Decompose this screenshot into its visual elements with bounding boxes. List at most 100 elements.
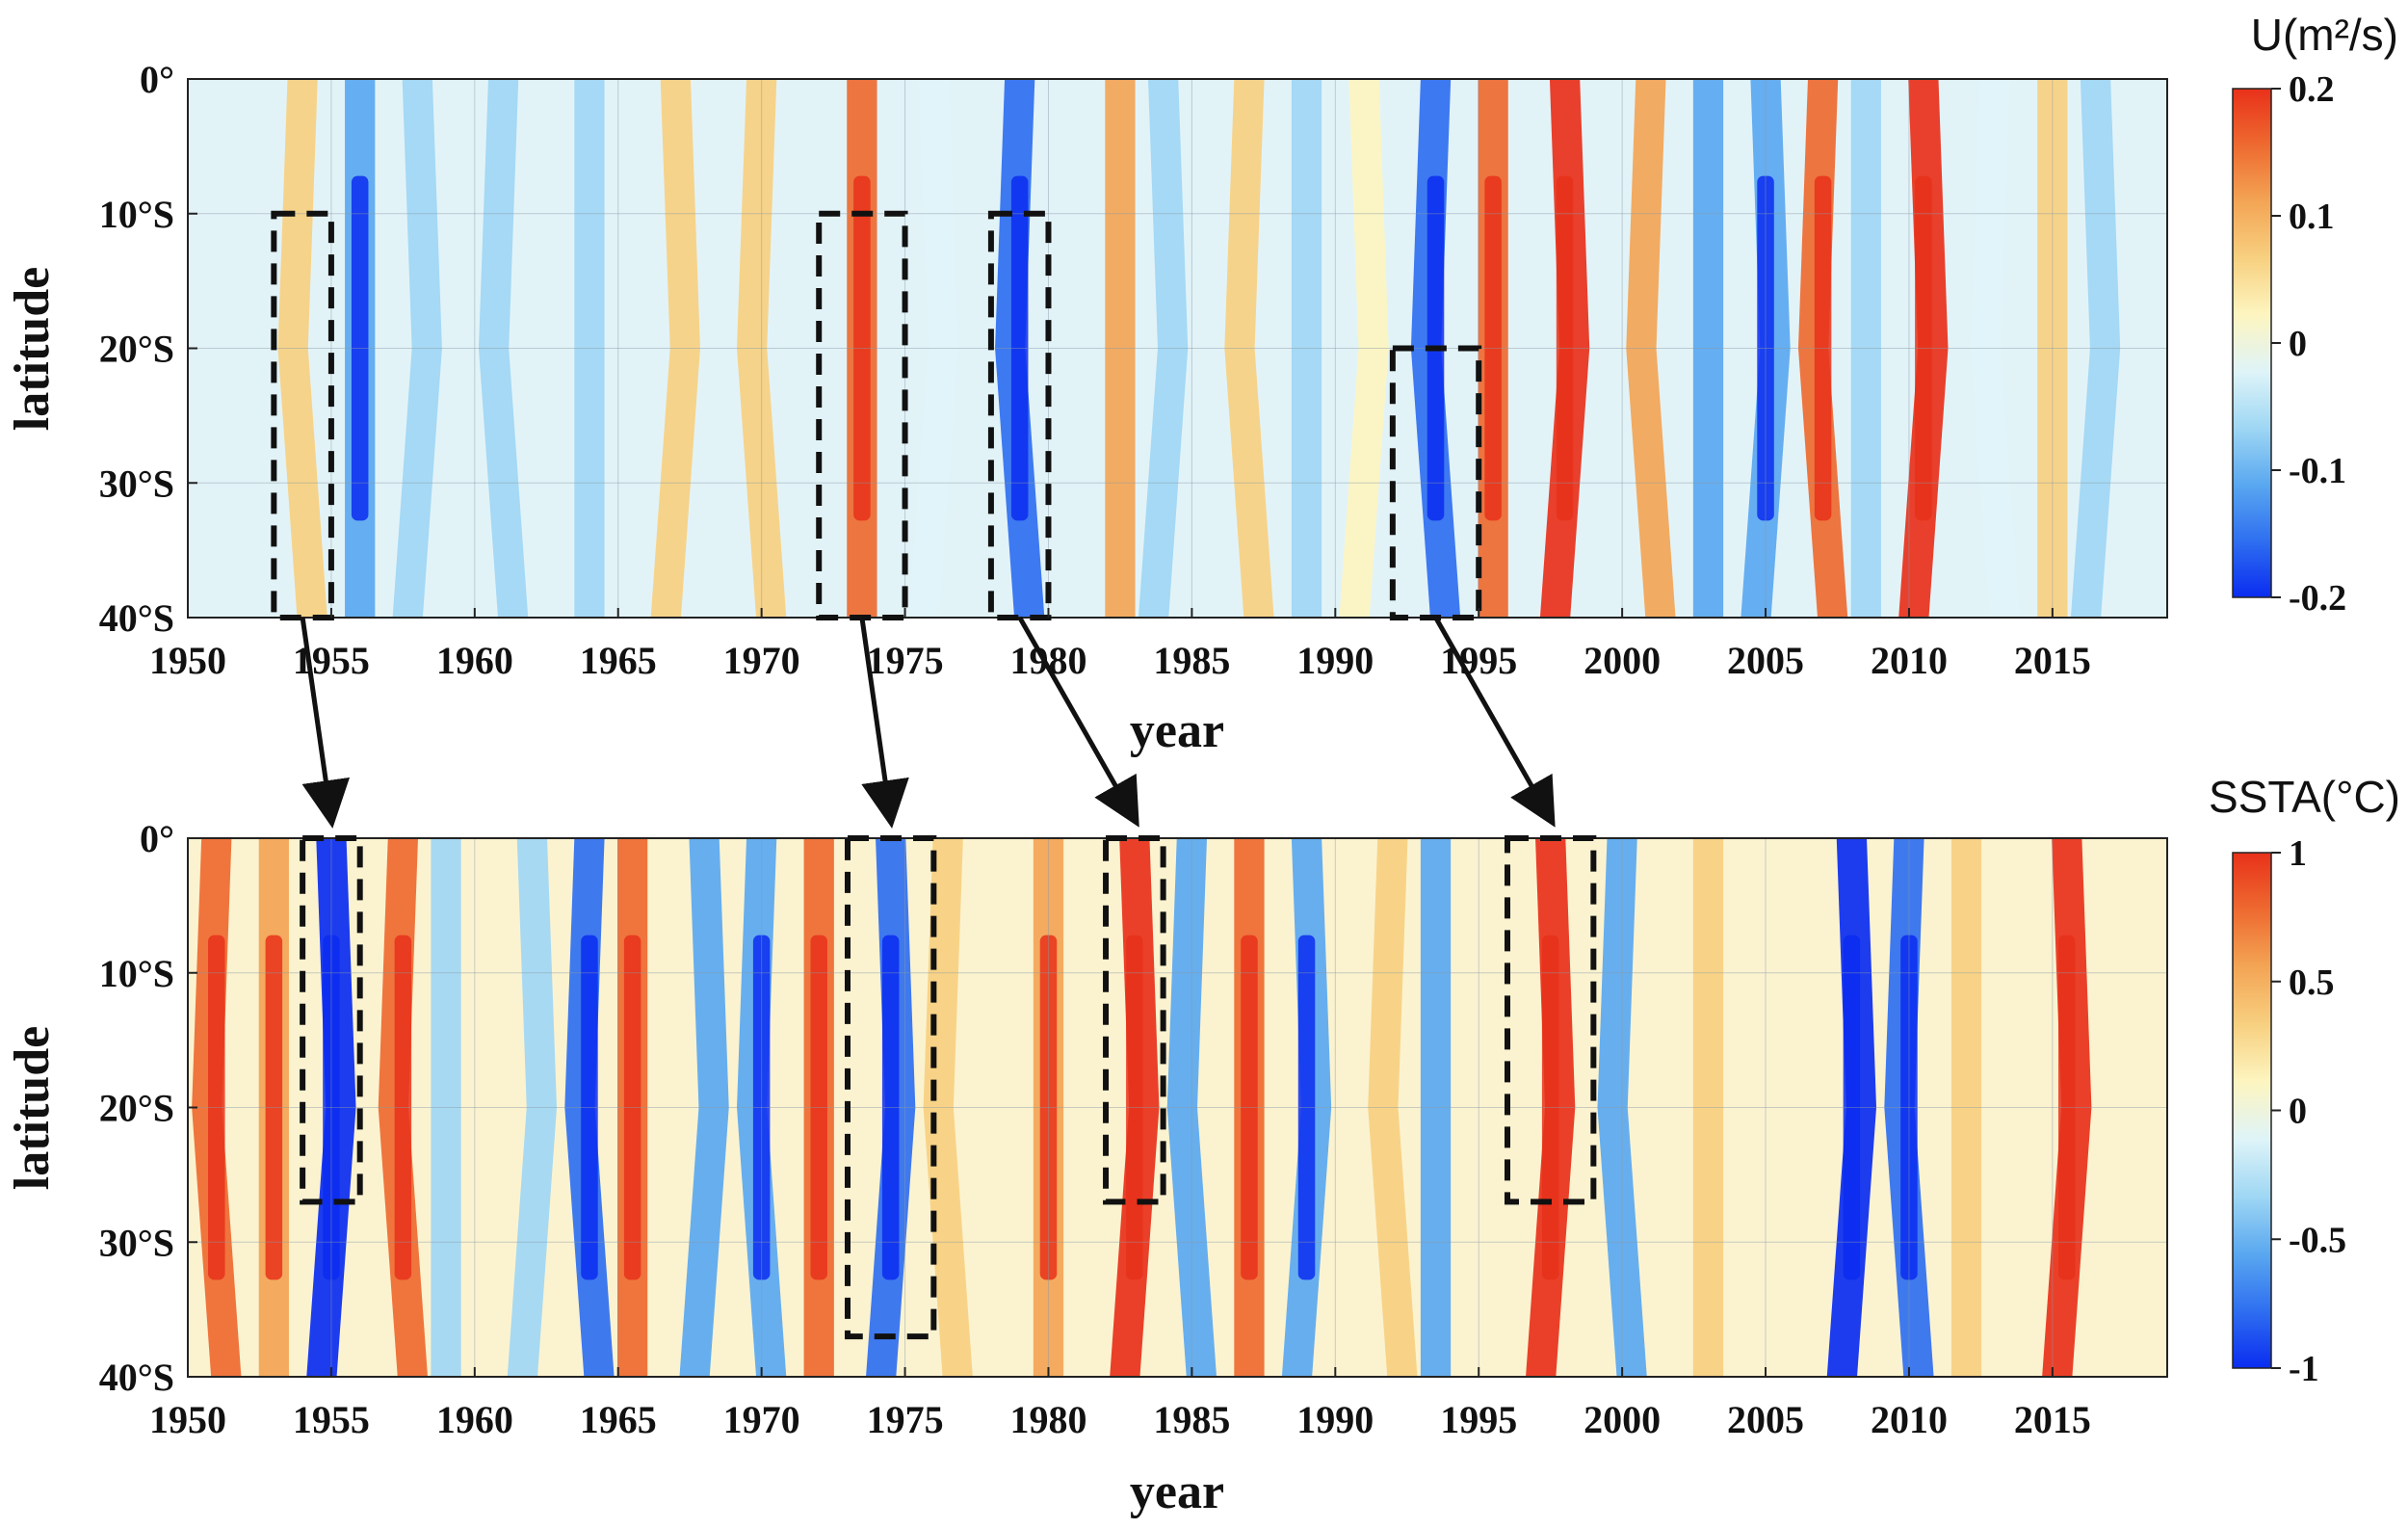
y-tick-label: 40°S: [99, 596, 174, 640]
x-tick-label: 2000: [1584, 639, 1661, 682]
heatmap-stripe: [1138, 79, 1189, 618]
heatmap-stripe-core: [2058, 935, 2076, 1280]
y-tick-label: 0°: [140, 817, 174, 860]
heatmap-stripe: [1105, 79, 1136, 618]
y-tick-label: 30°S: [99, 1221, 174, 1264]
heatmap-stripe: [478, 79, 529, 618]
bottom-panel: 1950 1955 1960 1965 1970 1975 1980 1985 1990 1995…: [5, 772, 2400, 1519]
y-tick-label: 20°S: [99, 1087, 174, 1130]
x-tick-label: 1990: [1296, 1398, 1374, 1441]
heatmap-stripe-core: [853, 175, 871, 521]
y-tick-label: 10°S: [99, 952, 174, 995]
heatmap-stripe: [1970, 79, 2020, 618]
event-box: [845, 835, 937, 1340]
heatmap-stripe: [1597, 838, 1647, 1377]
bottom-event-boxes: [300, 835, 1597, 1340]
connector-arrow: [300, 617, 351, 829]
connector-arrow: [859, 617, 909, 829]
x-tick-label: 1990: [1296, 639, 1374, 682]
bottom-x-ticks: 1950 1955 1960 1965 1970 1975 1980 1985 1990 1995…: [149, 1367, 2091, 1441]
bottom-colorbar: [2232, 852, 2272, 1369]
heatmap-stripe-core: [1556, 175, 1574, 521]
heatmap-stripe: [650, 79, 700, 618]
heatmap-stripe: [2070, 79, 2121, 618]
x-tick-label: 2015: [2014, 639, 2091, 682]
top-colorbar-title: U(m²/s): [2251, 10, 2398, 60]
heatmap-stripe: [431, 838, 461, 1377]
x-tick-label: 1985: [1153, 1398, 1230, 1441]
heatmap-stripe: [737, 79, 787, 618]
event-box: [1505, 835, 1597, 1205]
heatmap-stripe-core: [1039, 935, 1058, 1280]
heatmap-stripe-core: [752, 935, 771, 1280]
x-tick-label: 1965: [580, 1398, 657, 1441]
colorbar-tick-label: 0.1: [2289, 197, 2335, 237]
heatmap-stripe: [392, 79, 442, 618]
heatmap-stripe: [1368, 838, 1418, 1377]
heatmap-stripe: [1166, 838, 1217, 1377]
x-tick-label: 2010: [1871, 639, 1948, 682]
heatmap-stripe-core: [1900, 935, 1918, 1280]
y-tick-label: 0°: [140, 58, 174, 101]
heatmap-stripe-core: [394, 935, 412, 1280]
bottom-x-axis-label: year: [1130, 1464, 1224, 1519]
top-panel: 1950 1955 1960 1965 1970 1975 1980 1985 1990 1995…: [5, 10, 2398, 758]
top-x-axis-label: year: [1130, 703, 1224, 758]
x-tick-label: 1980: [1009, 1398, 1086, 1441]
heatmap-stripe-core: [1757, 175, 1774, 521]
y-tick-label: 20°S: [99, 328, 174, 371]
y-tick-label: 30°S: [99, 461, 174, 505]
arrows: [300, 616, 1556, 829]
x-tick-label: 1970: [723, 1398, 800, 1441]
x-tick-label: 1960: [436, 639, 513, 682]
connector-arrow: [1433, 616, 1556, 828]
heatmap-stripe: [574, 79, 605, 618]
heatmap-stripe: [1420, 838, 1452, 1377]
heatmap-stripe: [1692, 838, 1724, 1377]
x-tick-label: 1985: [1153, 639, 1230, 682]
heatmap-stripe-core: [1843, 935, 1861, 1280]
x-tick-label: 1950: [149, 1398, 226, 1441]
heatmap-stripe-core: [265, 935, 283, 1280]
x-tick-label: 2000: [1584, 1398, 1661, 1441]
connector-arrow: [1017, 616, 1139, 828]
colorbar-tick-label: -1: [2289, 1349, 2319, 1389]
bottom-colorbar-ticks: 1 0.5 0 -0.5 -1: [2271, 833, 2346, 1389]
heatmap-stripe-core: [1484, 175, 1502, 521]
event-box: [987, 210, 1052, 620]
heatmap-stripe: [908, 79, 958, 618]
top-x-ticks: 1950 1955 1960 1965 1970 1975 1980 1985 1990 1995…: [149, 608, 2091, 682]
bottom-colorbar-title: SSTA(°C): [2209, 772, 2400, 822]
y-tick-label: 40°S: [99, 1356, 174, 1399]
bottom-y-ticks: 0° 10°S 20°S 30°S 40°S: [99, 817, 197, 1399]
x-tick-label: 1995: [1440, 1398, 1517, 1441]
colorbar-tick-label: -0.1: [2289, 451, 2346, 491]
x-tick-label: 1970: [723, 639, 800, 682]
y-tick-label: 10°S: [99, 193, 174, 236]
top-colorbar: [2232, 88, 2272, 598]
heatmap-stripe-core: [581, 935, 598, 1280]
heatmap-stripe-core: [323, 935, 340, 1280]
bottom-y-axis-label: latitude: [5, 1026, 60, 1190]
heatmap-stripe: [1224, 79, 1274, 618]
colorbar-tick-label: 0.5: [2289, 962, 2335, 1003]
x-tick-label: 2005: [1727, 639, 1804, 682]
heatmap-stripe: [1339, 79, 1389, 618]
heatmap-stripe-core: [881, 935, 900, 1280]
top-colorbar-ticks: 0.2 0.1 0 -0.1 -0.2: [2271, 69, 2346, 619]
heatmap-stripe-core: [1915, 175, 1932, 521]
colorbar-tick-label: -0.5: [2289, 1220, 2346, 1260]
x-tick-label: 2005: [1727, 1398, 1804, 1441]
top-heatmap-cells: [277, 79, 2121, 618]
heatmap-stripe-core: [208, 935, 225, 1280]
heatmap-stripe: [1291, 79, 1322, 618]
heatmap-stripe: [507, 838, 558, 1377]
heatmap-stripe-core: [1010, 175, 1029, 521]
colorbar-tick-label: 0: [2289, 324, 2307, 364]
heatmap-stripe: [679, 838, 729, 1377]
heatmap-stripe-core: [1541, 935, 1559, 1280]
x-tick-label: 1975: [867, 639, 944, 682]
x-tick-label: 1965: [580, 639, 657, 682]
heatmap-stripe-core: [1241, 935, 1258, 1280]
